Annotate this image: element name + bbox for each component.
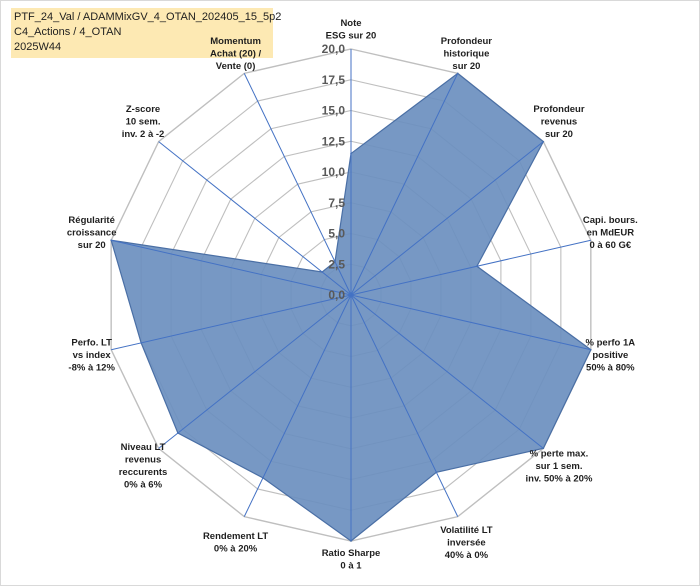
- axis-label: Z-score 10 sem. inv. 2 à -2: [122, 104, 165, 140]
- axis-label: Rendement LT 0% à 20%: [203, 531, 268, 555]
- axis-spoke: [158, 294, 352, 449]
- axis-label: Ratio Sharpe 0 à 1: [322, 548, 381, 572]
- axis-label: Note ESG sur 20: [326, 18, 377, 42]
- tick-label: 17,5: [322, 73, 346, 87]
- axis-label: Profondeur revenus sur 20: [533, 104, 584, 140]
- axis-spoke: [350, 239, 591, 296]
- axis-label: Niveau LT revenus reccurents 0% à 6%: [119, 442, 168, 491]
- radar-spokes: [111, 49, 591, 541]
- axis-spoke: [158, 141, 352, 296]
- axis-spoke: [350, 73, 459, 296]
- axis-label: % perte max. sur 1 sem. inv. 50% à 20%: [526, 448, 593, 484]
- tick-label: 12,5: [322, 134, 346, 148]
- axis-spoke: [350, 141, 544, 296]
- tick-label: 10,0: [322, 165, 346, 179]
- header-portfolio-name: PTF_24_Val / ADAMMixGV_4_OTAN_202405_15_…: [14, 11, 282, 23]
- axis-label: Profondeur historique sur 20: [441, 36, 492, 72]
- header-week: 2025W44: [14, 41, 62, 53]
- axis-label: Régularité croissance sur 20: [67, 215, 117, 251]
- axis-spoke: [350, 294, 459, 517]
- axis-label: Perfo. LT vs index -8% à 12%: [68, 338, 115, 374]
- tick-label: 15,0: [322, 104, 346, 118]
- header-category: C4_Actions / 4_OTAN: [14, 26, 122, 38]
- axis-spoke: [111, 239, 352, 296]
- radar-axis-labels: Note ESG sur 20 Profondeur historique sur 20…: [67, 18, 638, 572]
- tick-label: 20,0: [322, 42, 346, 56]
- tick-label: 2,5: [328, 257, 345, 271]
- tick-label: 0,0: [328, 288, 345, 302]
- axis-spoke: [350, 294, 591, 351]
- chart-header: PTF_24_Val / ADAMMixGV_4_OTAN_202405_15_…: [11, 8, 281, 58]
- axis-label: % perfo 1A positive 50% à 80%: [586, 338, 636, 374]
- axis-spoke: [111, 294, 352, 351]
- axis-spoke: [350, 294, 544, 449]
- radar-tick-labels: 0,0 2,5 5,0 7,5 10,0 12,5 15,0 17,5 20,0: [322, 42, 346, 302]
- axis-spoke: [243, 73, 352, 296]
- tick-label: 7,5: [328, 196, 345, 210]
- axis-spoke: [243, 294, 352, 517]
- axis-label: Capi. bours. en MdEUR 0 à 60 G€: [583, 215, 638, 251]
- axis-label: Momentum Achat (20) / Vente (0): [210, 36, 262, 72]
- tick-label: 5,0: [328, 227, 345, 241]
- axis-label: Volatilité LT inversée 40% à 0%: [440, 525, 493, 561]
